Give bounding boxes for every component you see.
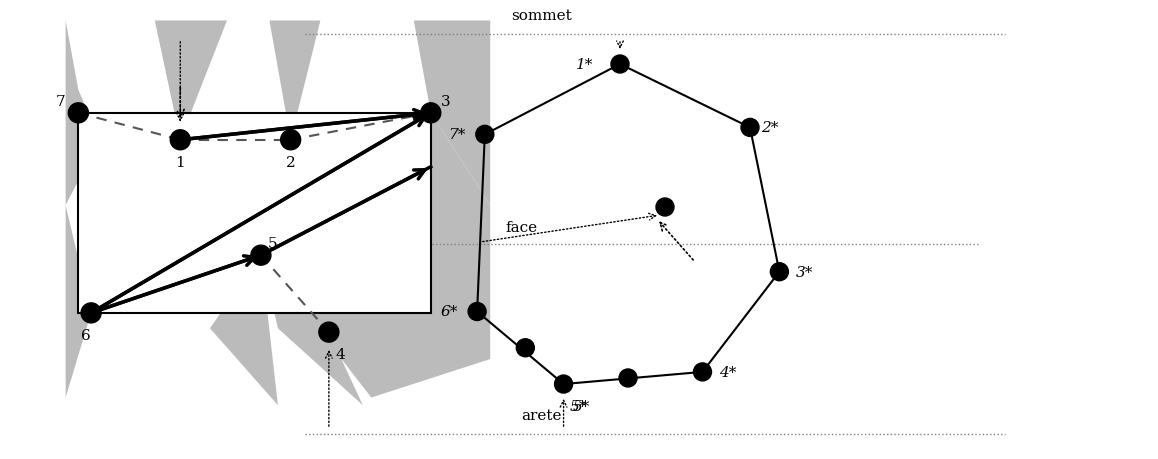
Text: 5*: 5*: [573, 399, 591, 413]
Text: arete: arete: [522, 408, 563, 422]
Polygon shape: [66, 22, 100, 206]
Circle shape: [741, 119, 758, 137]
Circle shape: [620, 369, 637, 387]
Circle shape: [251, 246, 271, 266]
Circle shape: [318, 322, 339, 342]
Polygon shape: [270, 22, 321, 140]
Text: 4: 4: [336, 347, 346, 361]
Text: sommet: sommet: [512, 9, 572, 23]
Circle shape: [68, 104, 88, 123]
Circle shape: [516, 339, 534, 357]
Polygon shape: [413, 22, 490, 206]
Circle shape: [420, 104, 441, 123]
Text: 5*: 5*: [570, 399, 587, 413]
Text: 4*: 4*: [719, 365, 736, 379]
Text: 5: 5: [269, 237, 278, 251]
Circle shape: [81, 303, 101, 323]
Text: 3: 3: [441, 95, 450, 109]
Polygon shape: [261, 256, 362, 405]
Polygon shape: [210, 256, 278, 405]
Circle shape: [476, 126, 493, 144]
Text: 3*: 3*: [796, 265, 813, 279]
Text: 6*: 6*: [440, 305, 457, 319]
Text: 1: 1: [175, 156, 185, 169]
Text: 1*: 1*: [577, 58, 594, 72]
Text: 7: 7: [56, 95, 65, 109]
Polygon shape: [155, 22, 227, 140]
Polygon shape: [261, 113, 490, 397]
Circle shape: [468, 303, 486, 321]
Text: 2: 2: [286, 156, 295, 169]
Circle shape: [611, 56, 629, 74]
Circle shape: [280, 130, 301, 151]
Circle shape: [555, 375, 572, 393]
Text: 6: 6: [81, 328, 91, 342]
Polygon shape: [66, 206, 91, 397]
FancyBboxPatch shape: [79, 113, 431, 313]
Circle shape: [655, 199, 674, 217]
Circle shape: [694, 363, 711, 381]
Text: face: face: [506, 220, 538, 235]
Text: 2*: 2*: [761, 121, 778, 135]
Text: 7*: 7*: [448, 128, 466, 142]
Circle shape: [170, 130, 190, 151]
Circle shape: [770, 263, 789, 281]
